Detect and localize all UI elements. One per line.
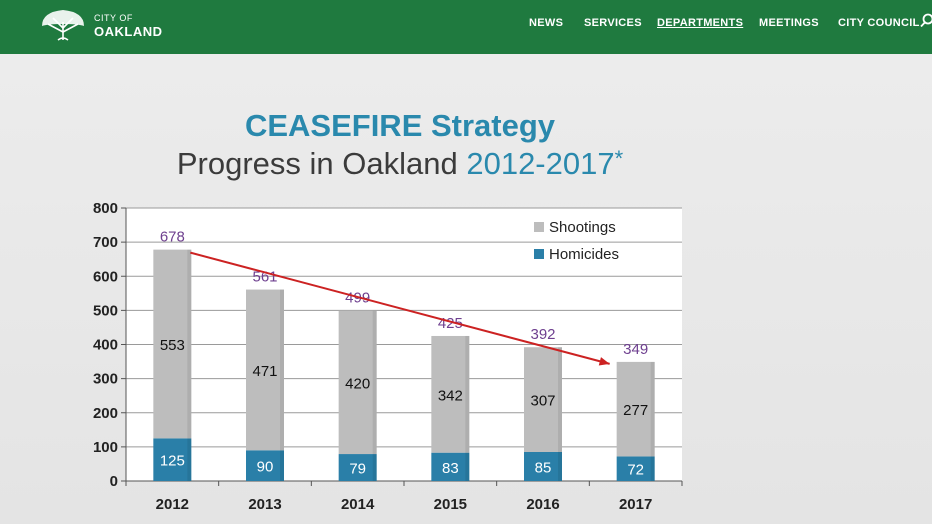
nav-item-departments[interactable]: DEPARTMENTS — [657, 17, 744, 29]
data-label-homicides: 90 — [257, 459, 274, 476]
data-label-shootings: 342 — [438, 387, 463, 404]
y-tick-label: 800 — [93, 200, 118, 217]
search-icon[interactable] — [920, 13, 932, 27]
legend-swatch — [534, 222, 544, 232]
logo-text: CITY OF OAKLAND — [94, 13, 163, 39]
nav-item-news[interactable]: NEWS — [529, 17, 564, 29]
bar-shootings — [524, 347, 562, 452]
y-tick-label: 100 — [93, 439, 118, 456]
data-label-homicides: 79 — [349, 461, 366, 478]
data-label-total: 561 — [252, 269, 277, 286]
subtitle-years: 2012-2017 — [466, 146, 615, 181]
x-tick-label: 2016 — [526, 496, 559, 513]
bar-homicides — [524, 451, 562, 481]
data-label-homicides: 125 — [160, 453, 185, 470]
data-label-shootings: 420 — [345, 375, 370, 392]
bar-shade — [187, 249, 192, 481]
logo-big-text: OAKLAND — [94, 24, 163, 39]
legend-label: Homicides — [549, 246, 619, 263]
data-label-homicides: 72 — [627, 462, 644, 479]
top-nav-bar: CITY OF OAKLAND NEWS SERVICES DEPARTMENT… — [0, 0, 932, 54]
data-label-shootings: 307 — [530, 393, 555, 410]
x-tick-label: 2012 — [156, 496, 189, 513]
trend-arrow-line — [190, 251, 610, 365]
logo-small-text: CITY OF — [94, 13, 133, 23]
y-tick-label: 500 — [93, 302, 118, 319]
data-label-shootings: 553 — [160, 337, 185, 354]
bar-homicides — [431, 452, 470, 481]
bar-shootings — [246, 289, 284, 451]
subtitle-asterisk: * — [614, 146, 624, 171]
x-tick-label: 2017 — [619, 496, 652, 513]
data-label-total: 392 — [530, 326, 555, 343]
nav-item-city-council[interactable]: CITY COUNCIL — [838, 17, 920, 29]
city-logo[interactable]: CITY OF OAKLAND — [38, 6, 178, 46]
slide-title: CEASEFIRE Strategy — [244, 108, 556, 143]
data-label-total: 678 — [160, 229, 185, 246]
bar-shootings — [431, 335, 470, 453]
bar-homicides — [338, 454, 377, 481]
data-label-homicides: 83 — [442, 460, 459, 477]
bar-shade — [650, 361, 655, 481]
bar-shootings — [616, 361, 655, 457]
nav-item-services[interactable]: SERVICES — [584, 17, 642, 29]
data-label-homicides: 85 — [535, 459, 552, 476]
x-tick-label: 2013 — [248, 496, 281, 513]
oak-tree-logo-icon — [42, 10, 84, 41]
data-label-total: 349 — [623, 341, 648, 358]
bar-shade — [372, 310, 377, 481]
bar-shade — [280, 289, 284, 481]
legend-swatch — [534, 249, 544, 259]
x-tick-label: 2014 — [341, 496, 375, 513]
subtitle-text: Progress in Oakland — [176, 146, 458, 181]
y-tick-label: 400 — [93, 337, 118, 354]
y-tick-label: 200 — [93, 405, 118, 422]
bar-shootings — [338, 310, 377, 455]
data-label-shootings: 471 — [252, 363, 277, 380]
bar-shootings — [153, 249, 192, 439]
slide-subtitle: Progress in Oakland 2012-2017* — [0, 146, 800, 182]
data-label-total: 499 — [345, 290, 370, 307]
bar-homicides — [616, 456, 655, 481]
y-tick-label: 0 — [110, 473, 118, 490]
bar-shade — [465, 335, 470, 481]
legend-label: Shootings — [549, 219, 616, 236]
data-label-shootings: 277 — [623, 402, 648, 419]
y-tick-label: 300 — [93, 371, 118, 388]
bar-homicides — [246, 450, 284, 481]
bar-shade — [558, 347, 562, 481]
x-tick-label: 2015 — [434, 496, 467, 513]
nav-item-meetings[interactable]: MEETINGS — [759, 17, 819, 29]
y-tick-label: 700 — [93, 234, 118, 251]
bar-homicides — [153, 438, 192, 481]
y-tick-label: 600 — [93, 268, 118, 285]
trend-arrow-head — [598, 357, 610, 366]
